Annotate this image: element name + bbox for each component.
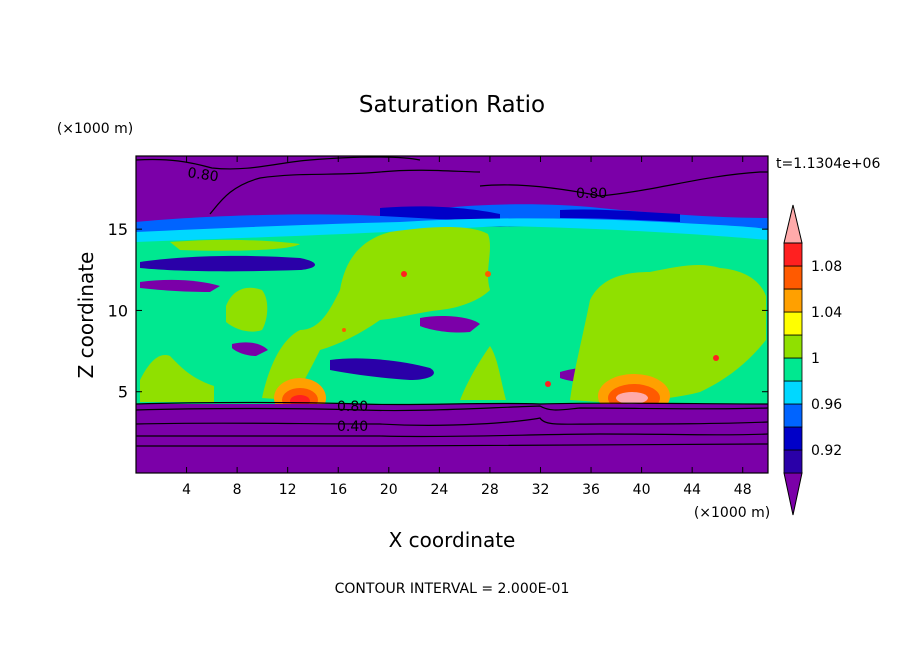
contour-label: 0.40 [337, 419, 368, 435]
colorbar-segment [783, 334, 803, 359]
cloud-blob-right [570, 265, 766, 402]
colorbar-segment [783, 380, 803, 405]
chart-title: Saturation Ratio [359, 92, 545, 118]
colorbar-segment [783, 449, 803, 474]
time-label: t=1.1304e+06 [776, 156, 880, 172]
y-axis: 5 10 15 [108, 220, 768, 402]
cloud-blob-center [262, 227, 490, 400]
colorbar-over-triangle [783, 204, 803, 244]
x-tick-label: 4 [182, 482, 191, 498]
lower-dry-layer [136, 404, 768, 473]
colorbar-tick-label: 1 [811, 351, 820, 367]
colorbar-tick-label: 0.92 [811, 443, 842, 459]
colorbar-tick-label: 0.96 [811, 397, 842, 413]
cloud-blob-left-small [226, 287, 268, 332]
colorbar-under-triangle [783, 472, 803, 516]
x-tick-label: 44 [683, 482, 701, 498]
scatter-dot [713, 355, 719, 361]
purple-streak-3 [420, 316, 480, 333]
scatter-dot [545, 381, 551, 387]
y-tick-label: 10 [108, 301, 128, 320]
colorbar-segment [783, 311, 803, 336]
x-tick-label: 12 [279, 482, 297, 498]
colorbar-segment [783, 288, 803, 313]
x-axis: 4 8 12 16 20 24 28 32 36 40 44 48 [182, 156, 752, 498]
hotspot-right-core [616, 392, 648, 404]
colorbar-segment [783, 357, 803, 382]
purple-streak-2 [140, 279, 220, 292]
purple-streak-5 [232, 342, 268, 356]
x-tick-label: 48 [734, 482, 752, 498]
contour-label: 0.80 [576, 186, 607, 202]
y-unit-label: (×1000 m) [57, 121, 133, 137]
colorbar-tick-label: 1.08 [811, 259, 842, 275]
colorbar: 0.92 0.96 1 1.04 1.08 [783, 204, 842, 516]
x-unit-label: (×1000 m) [694, 505, 770, 521]
x-tick-label: 28 [481, 482, 499, 498]
x-tick-label: 24 [430, 482, 448, 498]
cyan-band [136, 218, 768, 242]
colorbar-segment [783, 403, 803, 428]
scatter-dot [401, 271, 407, 277]
x-tick-label: 32 [532, 482, 550, 498]
y-axis-label: Z coordinate [74, 252, 98, 379]
y-tick-label: 5 [118, 383, 128, 402]
scatter-dot [342, 328, 346, 332]
x-tick-label: 16 [329, 482, 347, 498]
contour-labels: 0.80 0.80 0.80 0.40 [186, 165, 607, 435]
cloud-blob-mid [460, 346, 506, 400]
x-axis-label: X coordinate [389, 528, 516, 552]
upper-navy-patches [380, 206, 680, 222]
x-tick-label: 20 [380, 482, 398, 498]
purple-streak-4 [330, 358, 434, 380]
colorbar-tick-label: 1.04 [811, 305, 842, 321]
contour-label: 0.80 [337, 399, 368, 415]
plot-area [136, 156, 768, 473]
contour-lines [136, 156, 768, 447]
x-tick-label: 8 [233, 482, 242, 498]
cloud-blob-far-left [140, 355, 214, 402]
colorbar-segment [783, 242, 803, 267]
x-tick-label: 36 [582, 482, 600, 498]
contour-label: 0.80 [186, 165, 219, 185]
scatter-dot [485, 271, 491, 277]
footer-contour-interval: CONTOUR INTERVAL = 2.000E-01 [335, 581, 570, 597]
cloud-blob-left [170, 239, 300, 251]
colorbar-segment [783, 265, 803, 290]
colorbar-segment [783, 426, 803, 451]
y-tick-label: 15 [108, 220, 128, 239]
plot-frame [135, 155, 769, 474]
x-tick-label: 40 [633, 482, 651, 498]
purple-streak-1 [140, 255, 315, 272]
